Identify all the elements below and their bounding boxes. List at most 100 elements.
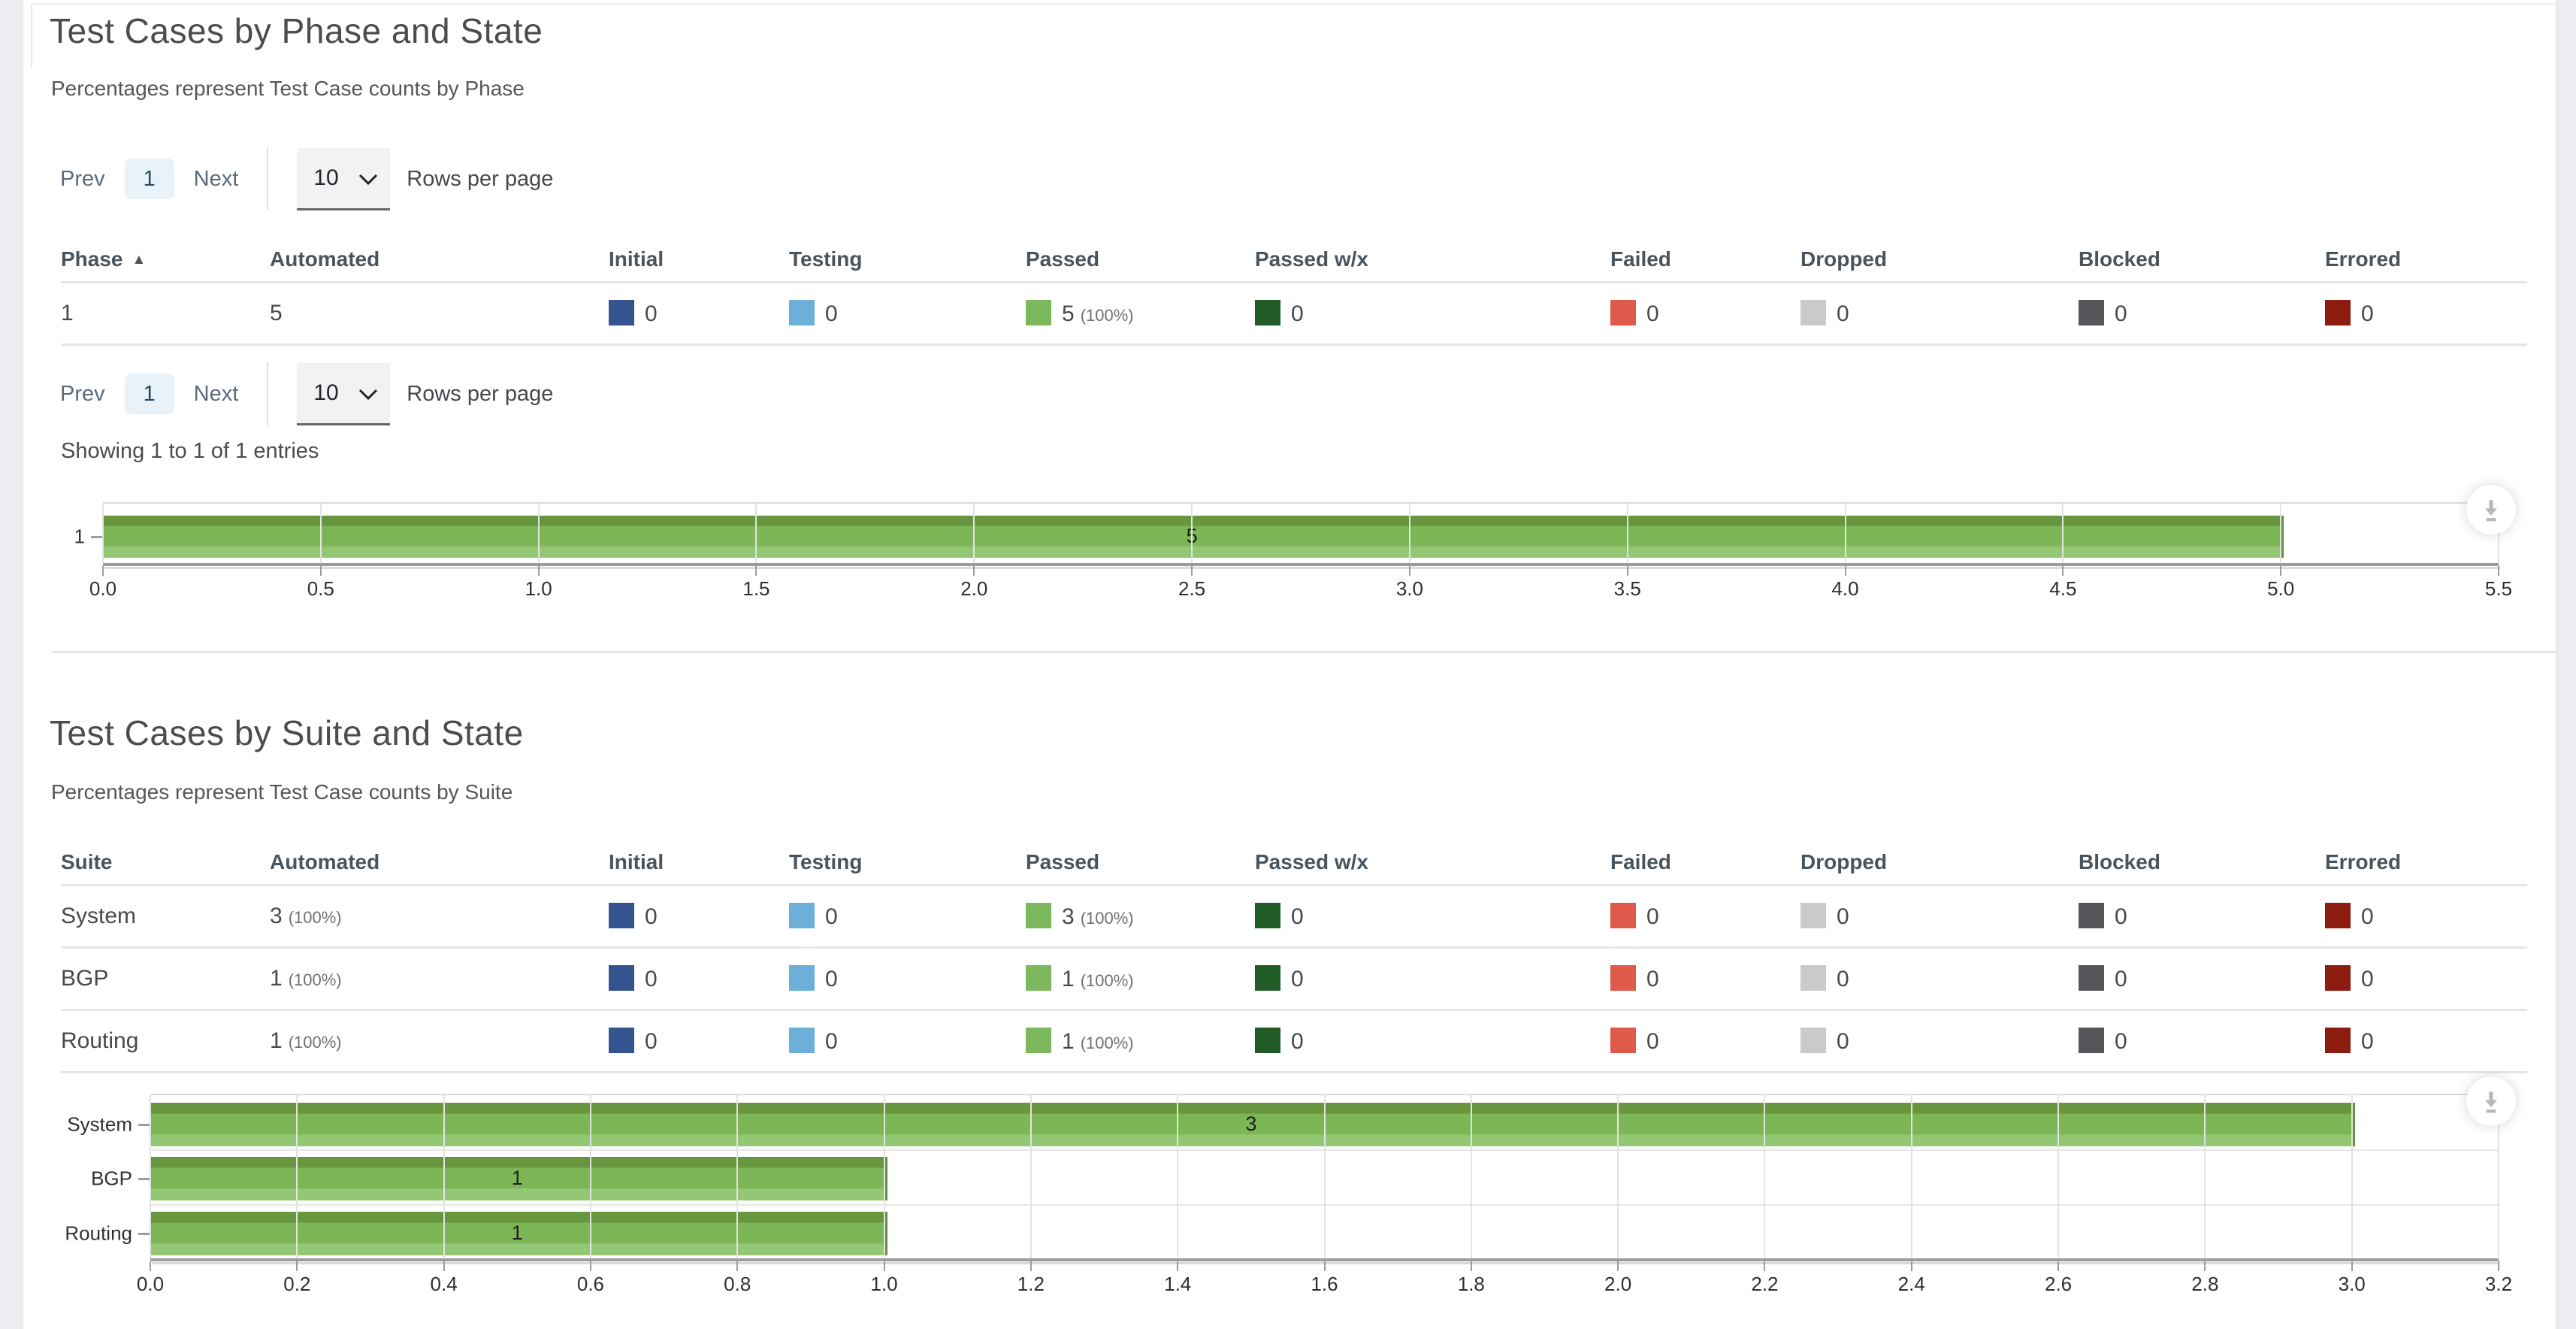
x-tick-label: 4.5 (2049, 577, 2077, 600)
phase-pagination-bottom: Prev 1 Next 10 Rows per page (60, 362, 553, 425)
automated-cell: 5 (270, 301, 283, 325)
download-chart-button[interactable] (2466, 485, 2516, 534)
x-tick-label: 5.5 (2484, 577, 2513, 600)
column-header-suite[interactable]: Suite (61, 850, 113, 873)
column-header-blocked[interactable]: Blocked (2079, 247, 2160, 271)
blocked-cell: 0 (2079, 1028, 2325, 1055)
x-tick-label: 2.8 (2191, 1273, 2219, 1295)
x-tick-label: 2.2 (1751, 1273, 1779, 1295)
x-tick-label: 3.2 (2484, 1273, 2513, 1295)
gridline (296, 1095, 298, 1271)
column-header-errored[interactable]: Errored (2325, 850, 2402, 873)
table-row: BGP 1 (100%) 0 0 1 (100%) 0 0 0 0 0 (61, 949, 2527, 1011)
blocked-swatch (2079, 1028, 2104, 1053)
rows-per-page-select[interactable]: 10 (297, 147, 391, 210)
gridline (1764, 1095, 1766, 1271)
passed-cell: 3 (100%) (1026, 903, 1255, 930)
phase-cell: 1 (61, 301, 74, 325)
column-header-blocked[interactable]: Blocked (2079, 850, 2160, 873)
initial-cell: 0 (609, 965, 789, 992)
x-tick-label: 0.2 (283, 1273, 311, 1295)
testing-cell: 0 (789, 300, 1026, 327)
column-header-dropped[interactable]: Dropped (1800, 850, 1888, 873)
prev-button[interactable]: Prev (60, 166, 105, 191)
gridline (883, 1095, 885, 1271)
y-category-label: System (67, 1113, 132, 1136)
gridline (1323, 1095, 1326, 1271)
passed-wx-cell: 0 (1255, 965, 1610, 992)
phase-bar-chart: 5 1 (74, 502, 2500, 576)
passed-wx-swatch (1255, 1028, 1280, 1053)
column-header-automated[interactable]: Automated (270, 247, 380, 271)
column-header-automated[interactable]: Automated (270, 850, 380, 873)
x-axis-baseline (150, 1258, 2499, 1261)
x-tick-label: 1.5 (742, 577, 770, 600)
panel-top-border (31, 3, 2556, 5)
column-header-passed[interactable]: Passed (1026, 850, 1100, 873)
rows-per-page-value: 10 (313, 165, 339, 190)
blocked-cell: 0 (2079, 965, 2325, 992)
bar-value-label: 3 (1245, 1112, 1257, 1135)
x-tick-label: 1.0 (870, 1273, 898, 1295)
passed-wx-cell: 0 (1255, 903, 1610, 930)
suite-chart-x-ticks: 0.0 0.2 0.4 0.6 0.8 1.0 1.2 1.4 1.6 1.8 2.0 2.2 2.4 2… (137, 1273, 2512, 1303)
column-header-initial[interactable]: Initial (609, 247, 664, 271)
blocked-swatch (2079, 300, 2104, 325)
rows-per-page-value: 10 (313, 380, 339, 405)
initial-cell: 0 (609, 903, 789, 930)
bar-phase-1: 5 (103, 516, 2284, 558)
gridline (2057, 1095, 2060, 1271)
next-button[interactable]: Next (193, 381, 239, 406)
phase-table-header-row: Phase ▲ Automated Initial Testing Passed … (61, 238, 2527, 283)
rows-per-page-label: Rows per page (407, 166, 554, 191)
column-header-dropped[interactable]: Dropped (1800, 247, 1888, 271)
column-header-failed[interactable]: Failed (1610, 850, 1671, 873)
column-header-testing[interactable]: Testing (789, 850, 863, 873)
column-header-testing[interactable]: Testing (789, 247, 863, 271)
x-tick-label: 2.5 (1178, 577, 1206, 600)
errored-cell: 0 (2325, 965, 2527, 992)
column-header-passed[interactable]: Passed (1026, 247, 1100, 271)
dropped-swatch (1800, 1028, 1826, 1053)
x-tick-label: 0.8 (724, 1273, 751, 1295)
column-header-passed-wx[interactable]: Passed w/x (1255, 850, 1368, 873)
download-chart-button[interactable] (2466, 1076, 2516, 1126)
page-number-button[interactable]: 1 (124, 374, 174, 414)
next-button[interactable]: Next (193, 166, 239, 191)
errored-cell: 0 (2325, 1028, 2527, 1055)
y-category-label: BGP (91, 1167, 132, 1190)
download-icon (2485, 500, 2497, 522)
x-tick-label: 3.0 (2338, 1273, 2366, 1295)
column-header-errored[interactable]: Errored (2325, 247, 2402, 271)
gridline (1910, 1095, 1912, 1271)
gridline (2280, 504, 2282, 576)
gridline (150, 1095, 151, 1271)
page-number-button[interactable]: 1 (124, 159, 174, 199)
column-header-initial[interactable]: Initial (609, 850, 664, 873)
testing-swatch (789, 300, 815, 325)
suite-cell: BGP (61, 966, 109, 991)
rows-per-page-select[interactable]: 10 (297, 362, 391, 425)
prev-button[interactable]: Prev (60, 381, 105, 406)
dropped-swatch (1800, 903, 1826, 928)
y-tick-mark (138, 1124, 150, 1126)
x-tick-label: 3.5 (1613, 577, 1641, 600)
automated-cell: 1 (100%) (270, 1028, 342, 1053)
column-header-failed[interactable]: Failed (1610, 247, 1671, 271)
blocked-cell: 0 (2079, 300, 2325, 327)
errored-cell: 0 (2325, 903, 2527, 930)
column-header-phase[interactable]: Phase ▲ (61, 247, 147, 271)
column-header-passed-wx[interactable]: Passed w/x (1255, 247, 1368, 271)
gridline (537, 504, 540, 576)
chevron-down-icon (359, 389, 378, 400)
passed-swatch (1026, 965, 1051, 991)
initial-swatch (609, 965, 634, 991)
passed-percentage: (100%) (1080, 306, 1134, 325)
gridline (736, 1095, 739, 1271)
gridline (1470, 1095, 1472, 1271)
chevron-down-icon (359, 174, 378, 185)
gridline (2204, 1095, 2206, 1271)
bar-suite-routing: 1 (150, 1212, 887, 1255)
errored-cell: 0 (2325, 300, 2527, 327)
passed-cell: 5 (100%) (1026, 300, 1255, 327)
